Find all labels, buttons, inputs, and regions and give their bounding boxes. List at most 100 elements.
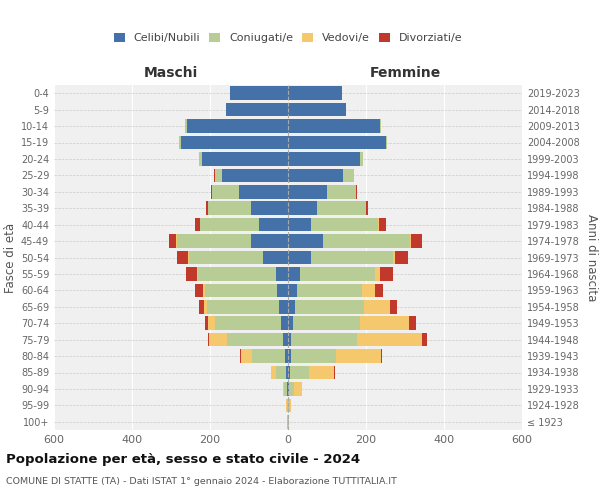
Bar: [239, 185, 288, 198]
Bar: [293, 316, 360, 330]
Bar: [291, 333, 356, 346]
Bar: [288, 120, 380, 133]
Bar: [288, 152, 360, 166]
Bar: [336, 350, 381, 363]
Bar: [280, 300, 288, 314]
Bar: [296, 284, 362, 297]
Bar: [288, 382, 289, 396]
Bar: [288, 333, 291, 346]
Bar: [177, 251, 188, 264]
Bar: [185, 120, 187, 133]
Bar: [289, 382, 294, 396]
Bar: [288, 136, 386, 149]
Bar: [380, 120, 381, 133]
Bar: [251, 234, 288, 248]
Bar: [275, 366, 286, 379]
Bar: [364, 300, 390, 314]
Bar: [281, 316, 288, 330]
Bar: [203, 284, 205, 297]
Bar: [205, 284, 277, 297]
Bar: [288, 350, 291, 363]
Text: COMUNE DI STATTE (TA) - Dati ISTAT 1° gennaio 2024 - Elaborazione TUTTITALIA.IT: COMUNE DI STATTE (TA) - Dati ISTAT 1° ge…: [6, 478, 397, 486]
Bar: [211, 185, 212, 198]
Bar: [343, 168, 353, 182]
Text: Femmine: Femmine: [370, 66, 440, 80]
Bar: [311, 251, 392, 264]
Bar: [263, 251, 288, 264]
Bar: [226, 103, 288, 117]
Bar: [366, 202, 368, 215]
Bar: [288, 218, 311, 232]
Bar: [376, 267, 380, 280]
Bar: [169, 234, 176, 248]
Bar: [392, 251, 395, 264]
Bar: [360, 316, 409, 330]
Bar: [241, 350, 252, 363]
Bar: [277, 284, 288, 297]
Bar: [283, 382, 284, 396]
Bar: [197, 267, 275, 280]
Bar: [202, 152, 288, 166]
Bar: [309, 366, 334, 379]
Bar: [177, 234, 251, 248]
Bar: [229, 86, 288, 100]
Bar: [199, 152, 202, 166]
Bar: [289, 398, 290, 412]
Bar: [188, 251, 263, 264]
Bar: [301, 267, 376, 280]
Bar: [186, 267, 197, 280]
Bar: [362, 284, 374, 297]
Bar: [288, 202, 317, 215]
Bar: [215, 168, 222, 182]
Bar: [286, 366, 288, 379]
Bar: [206, 202, 208, 215]
Bar: [288, 284, 296, 297]
Bar: [207, 300, 280, 314]
Bar: [381, 350, 382, 363]
Bar: [380, 267, 393, 280]
Bar: [284, 382, 287, 396]
Bar: [208, 333, 209, 346]
Bar: [288, 316, 293, 330]
Bar: [334, 366, 335, 379]
Bar: [395, 251, 408, 264]
Bar: [294, 382, 302, 396]
Bar: [411, 234, 422, 248]
Bar: [327, 185, 356, 198]
Bar: [240, 350, 241, 363]
Bar: [259, 218, 288, 232]
Bar: [356, 185, 357, 198]
Legend: Celibi/Nubili, Coniugati/e, Vedovi/e, Divorziati/e: Celibi/Nubili, Coniugati/e, Vedovi/e, Di…: [109, 28, 467, 48]
Bar: [291, 350, 336, 363]
Text: Popolazione per età, sesso e stato civile - 2024: Popolazione per età, sesso e stato civil…: [6, 452, 360, 466]
Bar: [386, 136, 387, 149]
Bar: [195, 218, 200, 232]
Bar: [252, 350, 285, 363]
Bar: [295, 300, 364, 314]
Bar: [271, 366, 275, 379]
Bar: [410, 234, 411, 248]
Bar: [287, 382, 288, 396]
Bar: [199, 300, 204, 314]
Bar: [409, 316, 416, 330]
Bar: [227, 333, 283, 346]
Bar: [290, 398, 291, 412]
Bar: [379, 218, 386, 232]
Bar: [422, 333, 427, 346]
Bar: [215, 316, 281, 330]
Bar: [208, 316, 215, 330]
Bar: [288, 168, 343, 182]
Bar: [317, 202, 365, 215]
Bar: [288, 251, 311, 264]
Bar: [288, 300, 295, 314]
Bar: [290, 366, 309, 379]
Bar: [275, 267, 288, 280]
Bar: [288, 185, 327, 198]
Bar: [204, 300, 207, 314]
Bar: [360, 152, 363, 166]
Bar: [187, 120, 288, 133]
Bar: [288, 234, 323, 248]
Bar: [390, 300, 397, 314]
Bar: [222, 168, 288, 182]
Text: Maschi: Maschi: [144, 66, 198, 80]
